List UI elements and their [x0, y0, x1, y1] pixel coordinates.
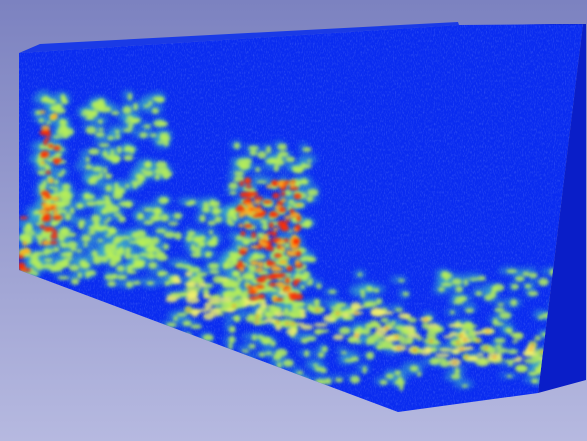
volume-top-face — [19, 22, 459, 53]
volume-side-face — [459, 24, 586, 393]
